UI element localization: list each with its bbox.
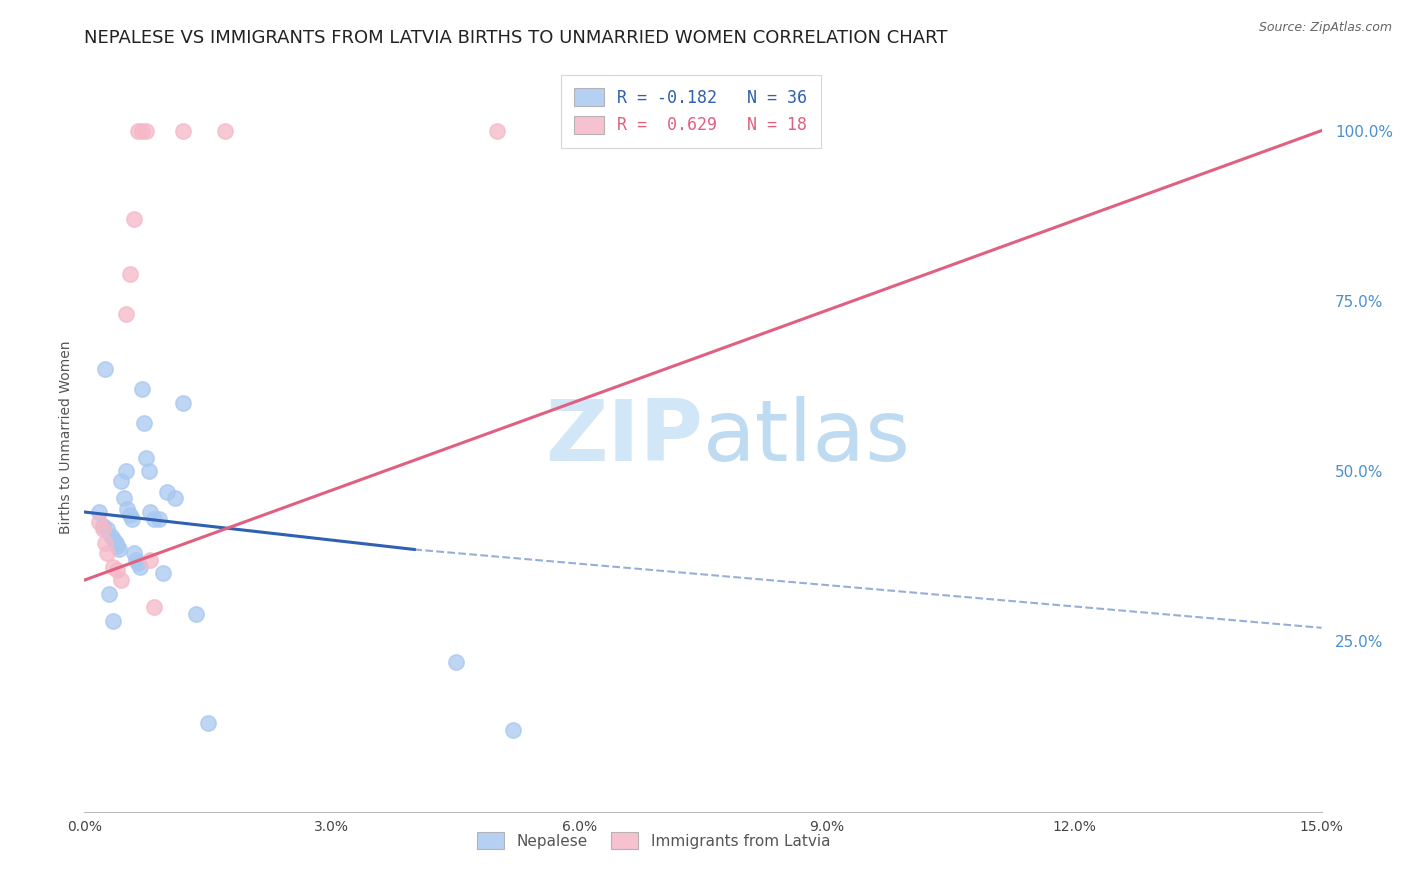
Point [105, 563, 128, 577]
Point [110, 573, 132, 587]
Point [148, 512, 170, 526]
Point [197, 716, 219, 731]
Text: NEPALESE VS IMMIGRANTS FROM LATVIA BIRTHS TO UNMARRIED WOMEN CORRELATION CHART: NEPALESE VS IMMIGRANTS FROM LATVIA BIRTH… [84, 29, 948, 47]
Point [103, 533, 125, 547]
Point [91, 522, 114, 536]
Point [91, 518, 114, 533]
Point [172, 123, 194, 137]
Legend: Nepalese, Immigrants from Latvia: Nepalese, Immigrants from Latvia [470, 824, 838, 856]
Point [139, 552, 162, 566]
Point [96, 522, 118, 536]
Point [122, 212, 145, 227]
Point [110, 475, 132, 489]
Point [103, 559, 125, 574]
Point [117, 501, 139, 516]
Point [485, 123, 508, 137]
Point [444, 655, 467, 669]
Point [114, 464, 136, 478]
Point [96, 546, 118, 560]
Point [184, 607, 207, 622]
Y-axis label: Births to Unmarried Women: Births to Unmarried Women [59, 341, 73, 533]
Point [112, 491, 135, 506]
Point [114, 308, 136, 322]
Point [100, 529, 122, 543]
Point [172, 396, 194, 410]
Point [124, 552, 146, 566]
Point [89, 505, 111, 519]
Point [214, 123, 236, 137]
Point [152, 566, 174, 581]
Point [121, 512, 143, 526]
Point [122, 546, 145, 560]
Point [138, 464, 160, 478]
Point [104, 535, 127, 549]
Point [103, 614, 125, 628]
Point [135, 123, 157, 137]
Point [89, 515, 111, 529]
Point [127, 556, 149, 570]
Point [135, 450, 157, 465]
Point [139, 505, 162, 519]
Point [118, 508, 141, 523]
Point [131, 383, 153, 397]
Point [131, 123, 153, 137]
Point [94, 535, 117, 549]
Point [129, 559, 152, 574]
Point [94, 362, 117, 376]
Point [105, 539, 128, 553]
Point [98, 587, 121, 601]
Point [132, 417, 155, 431]
Point [118, 267, 141, 281]
Text: atlas: atlas [703, 395, 911, 479]
Point [108, 542, 131, 557]
Point [143, 600, 166, 615]
Text: ZIP: ZIP [546, 395, 703, 479]
Point [165, 491, 187, 506]
Point [156, 484, 179, 499]
Point [127, 123, 149, 137]
Point [502, 723, 524, 737]
Point [143, 512, 166, 526]
Text: Source: ZipAtlas.com: Source: ZipAtlas.com [1258, 21, 1392, 34]
